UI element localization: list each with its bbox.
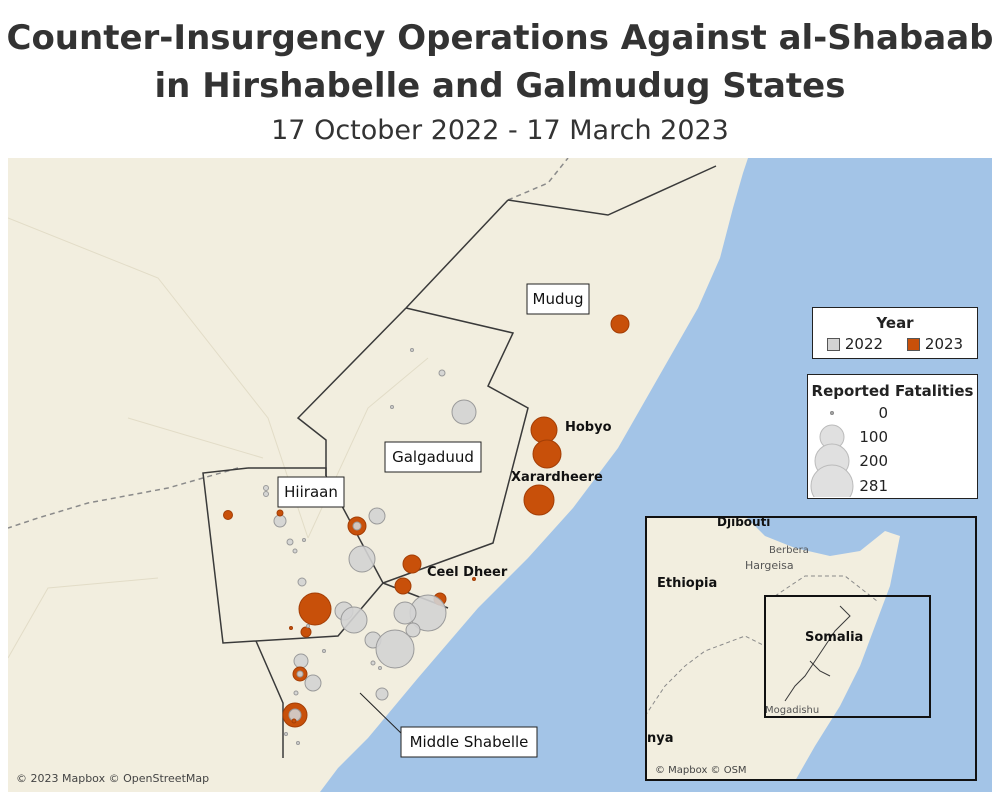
event-bubble[interactable] — [293, 653, 309, 669]
event-bubble[interactable] — [296, 741, 300, 745]
event-bubble[interactable] — [284, 732, 288, 736]
legend-size-281: 281 — [859, 477, 888, 495]
event-bubble[interactable] — [293, 690, 299, 696]
event-bubble[interactable] — [348, 545, 376, 573]
event-bubble[interactable] — [291, 718, 297, 724]
legend-size-0: 0 — [878, 404, 888, 422]
event-bubble[interactable] — [390, 405, 394, 409]
event-bubble[interactable] — [368, 507, 386, 525]
event-bubble[interactable] — [263, 485, 269, 491]
event-bubble[interactable] — [297, 577, 307, 587]
inset-label-mogadishu: Mogadishu — [765, 705, 819, 716]
event-bubble[interactable] — [375, 629, 415, 669]
swatch-2023 — [906, 338, 920, 351]
legend-year: Year 2022 2023 — [812, 307, 978, 359]
event-bubble[interactable] — [352, 521, 362, 531]
town-labels: Hobyo Xarardheere Ceel Dheer — [427, 420, 612, 580]
event-bubble[interactable] — [302, 538, 306, 542]
region-label-galgaduud: Galgaduud — [392, 448, 474, 466]
inset-water — [745, 516, 977, 781]
inset-focus-box — [764, 595, 931, 718]
legend-size-200: 200 — [859, 452, 888, 470]
event-bubble[interactable] — [306, 624, 310, 628]
event-bubble[interactable] — [393, 601, 417, 625]
region-borders — [202, 165, 717, 758]
map-title-line2: in Hirshabelle and Galmudug States — [154, 66, 846, 106]
fatality-events — [223, 314, 630, 745]
event-bubble[interactable] — [223, 510, 233, 520]
event-bubble[interactable] — [273, 514, 287, 528]
inset-label-berbera: Berbera — [769, 545, 809, 556]
event-bubble[interactable] — [378, 666, 382, 670]
event-bubble[interactable] — [304, 674, 322, 692]
event-bubble[interactable] — [410, 348, 414, 352]
event-bubble[interactable] — [405, 622, 421, 638]
middle-shabelle-leader — [359, 692, 405, 737]
international-border — [8, 467, 239, 529]
event-bubble[interactable] — [292, 548, 298, 554]
inset-label-djibouti: Djibouti — [717, 516, 770, 529]
swatch-2022 — [826, 338, 840, 351]
event-bubble[interactable] — [438, 369, 446, 377]
event-bubble[interactable] — [340, 606, 368, 634]
region-label-middle-shabelle: Middle Shabelle — [410, 733, 529, 751]
event-bubble[interactable] — [298, 592, 332, 626]
event-bubble[interactable] — [289, 626, 293, 630]
event-bubble[interactable] — [286, 538, 294, 546]
event-bubble[interactable] — [263, 491, 269, 497]
legend-size-100: 100 — [859, 428, 888, 446]
town-label-ceel-dheer: Ceel Dheer — [427, 565, 508, 580]
inset-map: Djibouti Berbera Hargeisa Ethiopia Somal… — [645, 516, 977, 781]
legend-year-2023: 2023 — [924, 335, 964, 353]
map-subtitle: 17 October 2022 - 17 March 2023 — [271, 115, 729, 146]
event-bubble[interactable] — [375, 687, 389, 701]
international-border-north — [507, 158, 569, 201]
event-bubble[interactable] — [523, 484, 555, 516]
event-bubble[interactable] — [532, 439, 562, 469]
inset-label-somalia: Somalia — [805, 630, 863, 645]
inset-label-ethiopia: Ethiopia — [657, 576, 717, 591]
event-bubble[interactable] — [472, 577, 476, 581]
region-labels: Mudug Galgaduud Hiiraan Middle Shabelle — [277, 283, 590, 758]
event-bubble[interactable] — [451, 399, 477, 425]
map-credit: © 2023 Mapbox © OpenStreetMap — [16, 772, 210, 785]
legend-fatalities-title: Reported Fatalities — [811, 382, 974, 400]
region-label-hiiraan: Hiiraan — [284, 483, 338, 501]
event-bubble[interactable] — [610, 314, 630, 334]
legend-year-2022: 2022 — [844, 335, 884, 353]
legend-fatalities: Reported Fatalities 0 100 200 281 — [807, 374, 978, 499]
legend-year-title: Year — [876, 314, 914, 332]
event-bubble[interactable] — [530, 416, 558, 444]
event-bubble[interactable] — [402, 554, 422, 574]
event-bubble[interactable] — [322, 649, 326, 653]
inset-label-nya: nya — [647, 731, 674, 746]
town-label-hobyo: Hobyo — [565, 420, 612, 435]
event-bubble[interactable] — [300, 626, 312, 638]
event-bubble[interactable] — [276, 509, 284, 517]
event-bubble[interactable] — [394, 577, 412, 595]
legend-size-symbols: 0 100 200 281 — [810, 404, 888, 497]
region-label-mudug: Mudug — [533, 290, 584, 308]
inset-label-hargeisa: Hargeisa — [745, 559, 794, 572]
town-label-xarardheere: Xarardheere — [511, 470, 603, 485]
inset-credit: © Mapbox © OSM — [655, 765, 747, 776]
map-title-line1: Counter-Insurgency Operations Against al… — [6, 18, 994, 58]
event-bubble[interactable] — [370, 660, 376, 666]
event-bubble[interactable] — [296, 670, 304, 678]
